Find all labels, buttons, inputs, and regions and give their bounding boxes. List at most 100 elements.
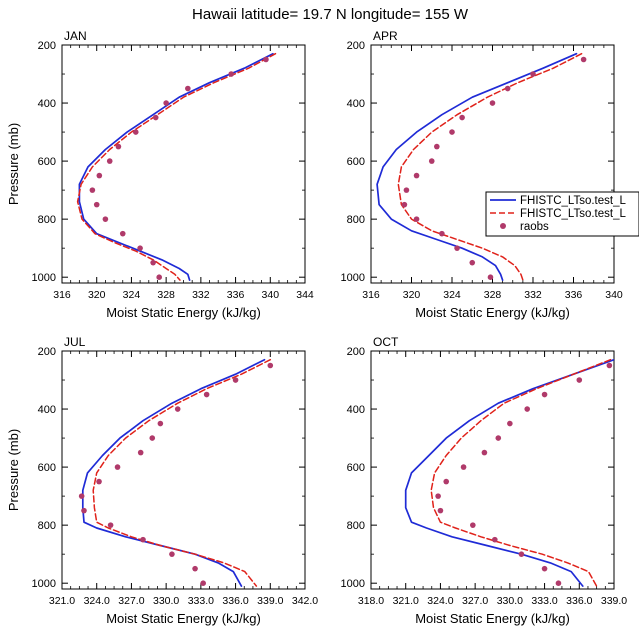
x-tick-label-jul: 330.0: [153, 595, 179, 607]
x-tick-label-apr: 340: [605, 289, 623, 301]
y-tick-label-jan: 1000: [32, 272, 56, 284]
raobs-point-apr: [469, 259, 476, 266]
raobs-point-apr: [434, 143, 440, 150]
raobs-point-apr: [449, 129, 455, 135]
raobs-point-jan: [156, 274, 162, 280]
x-tick-label-jan: 328: [157, 289, 175, 301]
raobs-point-oct: [492, 536, 498, 543]
x-axis-label-oct: Moist Static Energy (kJ/kg): [415, 611, 570, 626]
panel-oct: OCT 318.0 321.0 324.0 327.0 330.0 333.0 336.0 33…: [341, 335, 628, 626]
model-a-line-oct: [404, 358, 614, 587]
y-tick-label-apr: 1000: [341, 272, 365, 284]
y-tick-label-jul: 200: [38, 346, 56, 358]
legend-label-dashed: FHISTC_LTso.test_L: [520, 208, 626, 220]
raobs-point-oct: [507, 420, 513, 427]
panel-jan: JAN 316 320 324 328 332 336 340 344 200 400 600 800 1…: [6, 29, 314, 320]
raobs-point-apr: [489, 100, 496, 106]
raobs-point-jan: [93, 201, 100, 208]
raobs-point-oct: [435, 493, 441, 499]
raobs-point-apr: [459, 114, 465, 121]
x-tick-label-apr: 324: [443, 289, 461, 301]
raobs-point-jul: [107, 522, 114, 528]
y-tick-label-jan: 800: [38, 214, 56, 226]
raobs-point-apr: [530, 71, 536, 77]
raobs-point-jul: [137, 449, 144, 456]
raobs-point-oct: [524, 406, 531, 412]
legend-label-solid: FHISTC_LTso.test_L: [520, 195, 626, 207]
y-axis-label-jul: Pressure (mb): [6, 429, 21, 511]
y-tick-label-jul: 1000: [32, 578, 56, 590]
model-a-line-jan: [78, 52, 274, 281]
y-axis-label-jan: Pressure (mb): [6, 123, 21, 205]
raobs-point-jul: [140, 536, 146, 543]
raobs-point-jul: [81, 507, 87, 514]
y-tick-label-jan: 600: [38, 156, 56, 168]
raobs-point-jul: [78, 493, 85, 499]
y-tick-label-apr: 400: [347, 98, 365, 110]
x-tick-label-oct: 336.0: [566, 595, 592, 607]
y-tick-label-oct: 1000: [341, 578, 365, 590]
raobs-point-apr: [413, 172, 420, 179]
raobs-point-oct: [495, 435, 502, 441]
y-tick-label-apr: 800: [347, 214, 365, 226]
x-tick-label-jul: 339.0: [257, 595, 283, 607]
raobs-point-oct: [576, 377, 583, 383]
x-tick-label-jan: 316: [53, 289, 71, 301]
x-tick-label-jul: 336.0: [222, 595, 248, 607]
legend: FHISTC_LTso.test_L FHISTC_LTso.test_L ra…: [485, 191, 639, 237]
raobs-point-jul: [169, 551, 175, 557]
raobs-point-oct: [437, 507, 444, 514]
raobs-point-oct: [518, 551, 525, 557]
x-tick-label-oct: 333.0: [531, 595, 557, 607]
model-b-line-jul: [92, 358, 272, 587]
x-tick-label-jan: 340: [262, 289, 280, 301]
model-b-line-oct: [430, 358, 612, 587]
y-tick-label-oct: 400: [347, 404, 365, 416]
raobs-point-oct: [481, 449, 488, 456]
panel-label-oct: OCT: [373, 335, 399, 349]
figure-title: Hawaii latitude= 19.7 N longitude= 155 W: [192, 6, 469, 23]
x-tick-label-jan: 320: [88, 289, 106, 301]
raobs-point-apr: [504, 85, 511, 92]
raobs-point-jan: [132, 129, 139, 135]
x-tick-label-oct: 327.0: [462, 595, 488, 607]
x-tick-label-apr: 332: [524, 289, 542, 301]
raobs-point-jan: [228, 71, 235, 77]
model-a-line-apr: [376, 52, 578, 281]
raobs-point-oct: [541, 565, 548, 572]
x-tick-label-jul: 324.0: [84, 595, 110, 607]
raobs-point-jul: [114, 464, 121, 470]
raobs-point-jul: [157, 420, 164, 427]
y-tick-label-apr: 600: [347, 156, 365, 168]
raobs-point-oct: [470, 522, 476, 528]
y-tick-label-jul: 800: [38, 520, 56, 532]
raobs-point-apr: [439, 230, 445, 237]
x-axis-label-apr: Moist Static Energy (kJ/kg): [415, 305, 570, 320]
model-b-line-apr: [397, 52, 583, 281]
panel-label-jan: JAN: [64, 29, 87, 43]
raobs-point-jan: [137, 245, 143, 251]
x-tick-label-jan: 336: [227, 289, 245, 301]
raobs-point-apr: [428, 158, 435, 164]
x-tick-label-apr: 336: [565, 289, 583, 301]
raobs-point-jul: [149, 435, 156, 441]
raobs-point-oct: [443, 478, 450, 485]
x-tick-label-apr: 328: [484, 289, 502, 301]
y-tick-label-jan: 200: [38, 40, 56, 52]
panel-label-apr: APR: [373, 29, 398, 43]
x-tick-label-jul: 327.0: [118, 595, 144, 607]
x-axis-label-jan: Moist Static Energy (kJ/kg): [106, 305, 261, 320]
raobs-point-jan: [89, 187, 96, 193]
raobs-point-apr: [580, 56, 587, 63]
x-tick-label-oct: 330.0: [497, 595, 523, 607]
raobs-point-jan: [119, 230, 126, 237]
raobs-point-jul: [267, 362, 274, 369]
raobs-point-jul: [174, 406, 181, 412]
model-b-line-jan: [76, 52, 277, 281]
raobs-point-oct: [541, 391, 548, 398]
raobs-point-jul: [232, 377, 239, 383]
raobs-point-jan: [185, 85, 191, 92]
legend-label-obs: raobs: [520, 221, 549, 233]
x-tick-label-jul: 321.0: [49, 595, 75, 607]
